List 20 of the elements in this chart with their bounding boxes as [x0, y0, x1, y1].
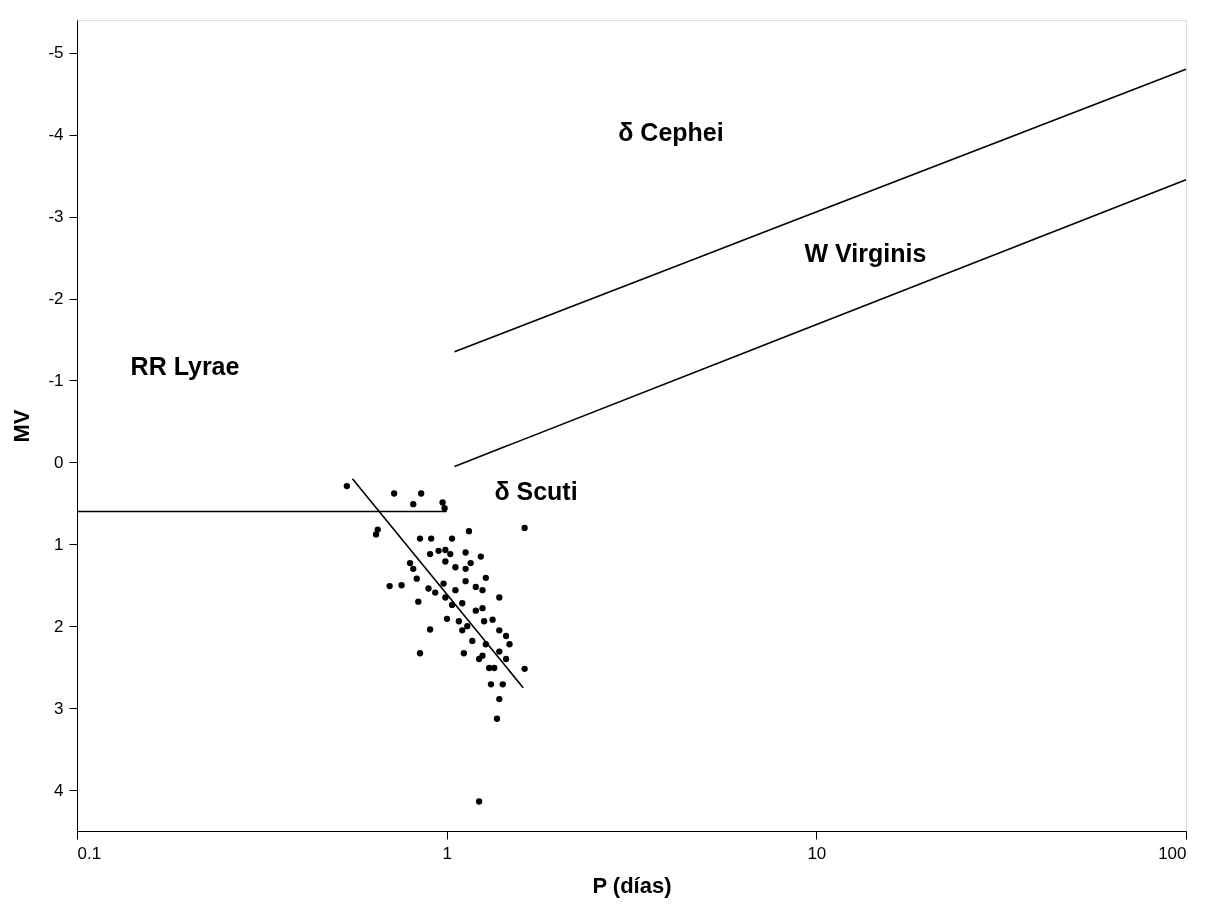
x-tick-label: 10	[807, 843, 827, 863]
y-tick-label: 3	[54, 698, 64, 718]
x-axis-title: P (días)	[592, 872, 672, 898]
y-tick-label: -2	[48, 289, 64, 309]
annotation: RR Lyrae	[130, 352, 240, 381]
annotation: δ Scuti	[494, 476, 578, 505]
y-tick-label: 4	[54, 780, 64, 800]
y-tick-label: -5	[48, 43, 64, 63]
annotation: δ Cephei	[618, 118, 724, 147]
y-tick-label: 1	[54, 534, 64, 554]
y-tick-label: -3	[48, 207, 64, 227]
x-tick-label: 0.1	[77, 843, 102, 863]
y-tick-label: -1	[48, 370, 64, 390]
annotation: W Virginis	[804, 239, 927, 267]
y-tick-label: 2	[54, 616, 64, 636]
y-axis-title: MV	[9, 409, 35, 443]
y-tick-label: -4	[48, 125, 64, 145]
x-tick-label: 100	[1158, 843, 1187, 863]
y-tick-label: 0	[54, 452, 64, 472]
x-tick-label: 1	[442, 843, 452, 863]
